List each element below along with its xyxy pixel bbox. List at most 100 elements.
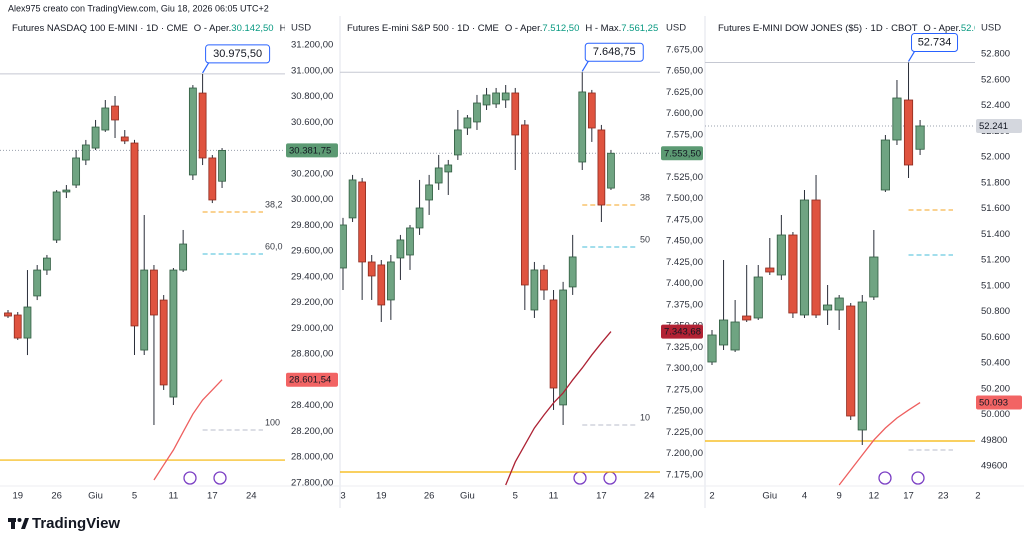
y-tick-label: 7.450,00 <box>666 236 703 247</box>
brand-name: TradingView <box>32 515 120 532</box>
candle-body <box>367 261 376 277</box>
price-box-label: 28.601,54 <box>289 375 331 386</box>
candle-body <box>799 199 810 316</box>
candle-body <box>880 139 890 191</box>
candle-body <box>765 267 775 273</box>
high-marker-label: 7.648,75 <box>593 46 636 58</box>
legend-value: 30.142,50 <box>231 23 273 34</box>
y-tick-label: 29.800,00 <box>291 220 333 231</box>
candle-body <box>43 257 51 271</box>
candle-body <box>434 167 443 184</box>
y-tick-label: 30.000,00 <box>291 194 333 205</box>
y-tick-label: 28.000,00 <box>291 452 333 463</box>
chart-legend: Futures NASDAQ 100 E-MINI · 1D · CME O - … <box>12 23 315 34</box>
moving-average <box>505 331 612 486</box>
candle-body <box>91 126 100 149</box>
moving-average <box>838 401 921 486</box>
y-tick-label: 51.800 <box>981 177 1010 188</box>
y-tick-label: 50.400 <box>981 358 1010 369</box>
candle-body <box>559 289 567 406</box>
candle-body <box>463 117 472 129</box>
x-tick-label: 5 <box>513 491 518 502</box>
y-tick-label: 7.275,00 <box>666 384 703 395</box>
y-tick-label: 7.300,00 <box>666 363 703 374</box>
price-box <box>286 372 338 387</box>
x-tick-label: 3 <box>340 491 345 502</box>
level-label: 38 <box>640 192 650 202</box>
candle-body <box>511 92 520 136</box>
candle-body <box>348 179 357 219</box>
price-box-label: 7.553,50 <box>664 148 701 159</box>
candle-body <box>742 315 752 321</box>
candle-body <box>892 97 902 141</box>
y-tick-label: 7.200,00 <box>666 448 703 459</box>
price-box <box>661 324 703 339</box>
y-tick-label: 51.000 <box>981 280 1010 291</box>
currency-label: USD <box>666 23 686 34</box>
y-tick-label: 29.200,00 <box>291 297 333 308</box>
candle-body <box>857 301 867 431</box>
legend-value: 7.512,50 <box>542 23 579 34</box>
y-tick-label: 51.400 <box>981 229 1010 240</box>
y-tick-label: 49800 <box>981 435 1007 446</box>
candle-body <box>501 92 510 101</box>
candle-body <box>607 152 615 189</box>
candle-body <box>150 269 158 316</box>
chart-title: Futures E-mini S&P 500 · 1D · CME <box>347 23 499 34</box>
candle-body <box>208 157 217 201</box>
candle-body <box>473 102 481 123</box>
y-tick-label: 49600 <box>981 461 1007 472</box>
x-tick-label: 12 <box>869 491 880 502</box>
candle-body <box>587 92 596 129</box>
candle-body <box>915 125 925 150</box>
legend-value: 52.060... <box>961 23 998 34</box>
candle-body <box>159 299 168 386</box>
y-tick-label: 7.525,00 <box>666 172 703 183</box>
candle-body <box>188 87 197 176</box>
price-box-label: 30.381,75 <box>289 145 331 156</box>
candle-body <box>530 269 539 311</box>
y-tick-label: 52.600 <box>981 74 1010 85</box>
candle-body <box>776 234 786 276</box>
candle-body <box>549 299 558 389</box>
candle-body <box>81 144 90 161</box>
level-label: 10 <box>640 412 650 422</box>
level-label: 38,2 <box>265 199 283 209</box>
candle-body <box>358 181 366 263</box>
x-tick-label: 5 <box>132 491 137 502</box>
x-tick-label: Giu <box>762 491 777 502</box>
x-tick-label: 2 <box>975 491 980 502</box>
y-tick-label: 30.800,00 <box>291 91 333 102</box>
candle-body <box>23 306 32 339</box>
candle-body <box>578 91 587 163</box>
high-marker-box <box>911 32 959 52</box>
y-tick-label: 31.200,00 <box>291 40 333 51</box>
candle-body <box>444 164 453 173</box>
legend-key: H - Max. <box>280 23 316 34</box>
x-tick-label: 26 <box>424 491 435 502</box>
y-tick-label: 7.425,00 <box>666 257 703 268</box>
x-tick-label: 17 <box>903 491 914 502</box>
price-box <box>661 146 703 161</box>
brand-logo <box>8 518 29 529</box>
candle-body <box>811 199 821 316</box>
candle-body <box>198 92 207 159</box>
y-tick-label: 29.400,00 <box>291 271 333 282</box>
price-box-label: 52.241 <box>979 121 1008 132</box>
price-box <box>976 395 1022 410</box>
x-tick-label: 4 <box>802 491 807 502</box>
candle-body <box>4 312 12 317</box>
candle-body <box>52 191 61 241</box>
candle-body <box>482 94 491 106</box>
candle-body <box>707 334 717 363</box>
y-tick-label: 7.675,00 <box>666 44 703 55</box>
currency-label: USD <box>981 23 1001 34</box>
y-tick-label: 7.600,00 <box>666 108 703 119</box>
y-tick-label: 7.575,00 <box>666 129 703 140</box>
legend-key: O - Aper. <box>923 23 961 34</box>
candle-body <box>33 269 42 297</box>
level-label: 60,0 <box>265 241 283 251</box>
x-tick-label: 9 <box>837 491 842 502</box>
candle-body <box>492 92 500 105</box>
